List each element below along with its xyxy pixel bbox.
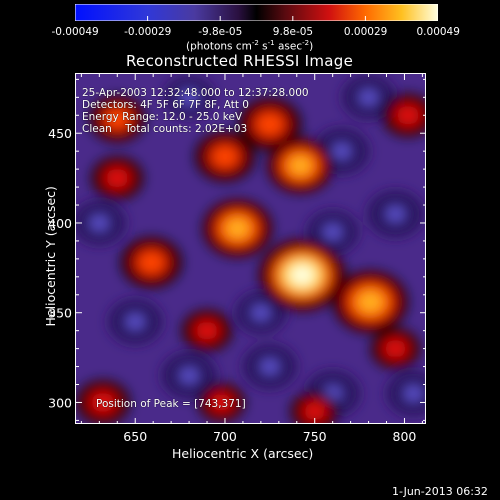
source-blob [212, 145, 238, 168]
source-blob [256, 113, 284, 136]
x-tick-label: 650 [123, 429, 147, 444]
y-axis-label: Heliocentric Y (arcsec) [42, 186, 58, 327]
negative-core [260, 358, 280, 375]
source-blob [138, 251, 165, 274]
negative-core [89, 214, 109, 231]
plot-area [76, 74, 426, 424]
annotation-energy-range: Energy Range: 12.0 - 25.0 keV [82, 111, 243, 123]
negative-core [403, 385, 424, 402]
source-blob [225, 218, 250, 239]
annotation-peak-position: Position of Peak = [743,371] [96, 398, 246, 410]
x-axis-label: Heliocentric X (arcsec) [172, 446, 314, 461]
source-blob [289, 156, 312, 175]
colorbar-unit-label: (photons cm-2 s-1 asec-2) [186, 39, 314, 53]
colorbar-tick-label: -0.00029 [124, 26, 172, 38]
negative-core [251, 304, 271, 321]
annotation-detectors: Detectors: 4F 5F 6F 7F 8F, Att 0 [82, 99, 249, 111]
source-blob [106, 168, 129, 188]
source-blob [211, 394, 232, 411]
colorbar-tick-label: 0.00049 [416, 26, 460, 38]
colorbar-tick-label: -9.8e-05 [198, 26, 243, 38]
colorbar-fill [75, 4, 438, 21]
negative-core [323, 223, 343, 240]
colorbar-ticks [75, 16, 438, 21]
chart-title: Reconstructed RHESSI Image [126, 52, 354, 70]
source-blob [304, 402, 326, 421]
source-blob [290, 265, 314, 285]
source-blob [396, 105, 420, 125]
source-blob [196, 321, 218, 340]
negative-core [358, 89, 379, 106]
y-tick-label: 450 [48, 126, 72, 141]
source-blob [91, 392, 115, 413]
colorbar-tick-label: -0.00049 [51, 26, 99, 38]
negative-core [179, 89, 199, 106]
x-tick-label: 700 [213, 429, 237, 444]
colorbar-tick-label: 0.00029 [343, 26, 388, 38]
source-blob [105, 108, 130, 129]
source-blob [357, 291, 383, 313]
annotation-clean-counts: Clean Total counts: 2.02E+03 [82, 123, 248, 135]
negative-core [332, 143, 352, 160]
annotation-time-range: 25-Apr-2003 12:32:48.000 to 12:37:28.000 [82, 87, 309, 99]
negative-core [385, 206, 406, 222]
negative-core [179, 367, 199, 384]
x-tick-label: 800 [393, 429, 417, 444]
source-blob [384, 339, 407, 358]
heatmap-image [76, 74, 426, 424]
y-tick-label: 300 [48, 395, 72, 410]
negative-core [125, 313, 145, 330]
footer-date: 1-Jun-2013 06:32 [392, 485, 488, 498]
colorbar-tick-label: 9.8e-05 [272, 26, 314, 38]
x-tick-label: 750 [303, 429, 327, 444]
colorbar [75, 4, 438, 21]
